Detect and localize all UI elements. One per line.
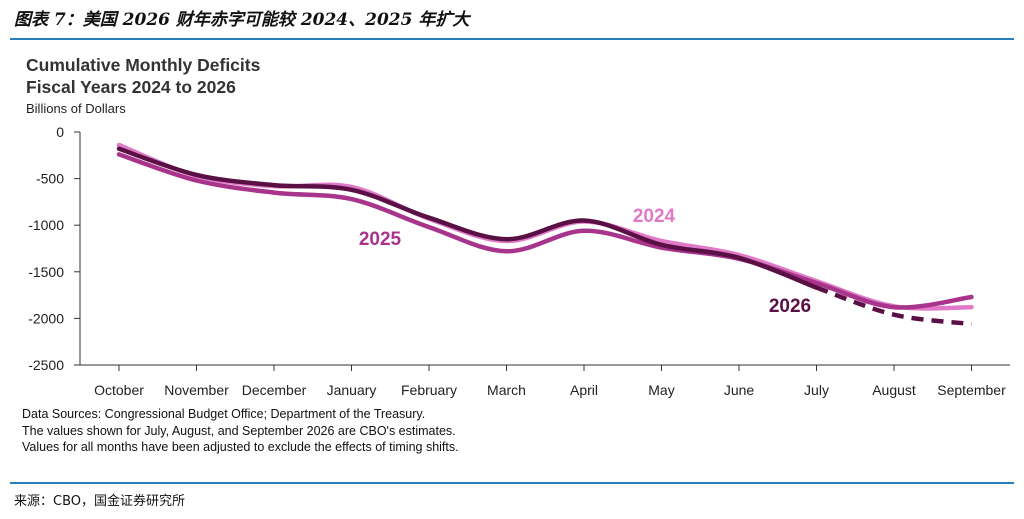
y-tick-label: -1000 xyxy=(28,217,64,233)
y-tick-label: -2000 xyxy=(28,310,64,326)
note-line-3: Values for all months have been adjusted… xyxy=(22,440,459,454)
x-tick-label: November xyxy=(164,382,229,398)
note-line-2: The values shown for July, August, and S… xyxy=(22,423,456,438)
series-label-2024: 2024 xyxy=(633,206,676,227)
bottom-divider xyxy=(10,482,1014,484)
x-tick-label: September xyxy=(937,382,1006,398)
y-axis-unit-label: Billions of Dollars xyxy=(26,101,126,116)
source-note: 来源：CBO，国金证券研究所 xyxy=(14,494,185,509)
chart-title-line-1: Cumulative Monthly Deficits xyxy=(26,55,261,75)
series-line-2024 xyxy=(116,142,974,311)
series-line-2026-estimate xyxy=(815,285,972,327)
chart-title-line-2: Fiscal Years 2024 to 2026 xyxy=(26,77,236,97)
x-tick-label: May xyxy=(648,382,674,398)
chart-notes: Data Sources: Congressional Budget Offic… xyxy=(22,406,459,456)
x-tick-label: January xyxy=(327,382,377,398)
x-tick-label: August xyxy=(872,382,916,398)
x-tick-label: February xyxy=(401,382,457,398)
y-tick-label: -500 xyxy=(36,171,64,187)
x-tick-label: March xyxy=(487,382,526,398)
x-tick-label: October xyxy=(94,382,144,398)
note-line-1: Data Sources: Congressional Budget Offic… xyxy=(22,407,426,421)
y-tick-label: -2500 xyxy=(28,357,64,373)
series-label-2025: 2025 xyxy=(359,229,402,250)
top-divider xyxy=(10,38,1014,40)
series-line-2026-actual xyxy=(116,146,819,290)
x-tick-label: April xyxy=(570,382,598,398)
y-tick-label: -1500 xyxy=(28,264,64,280)
y-tick-label: 0 xyxy=(56,124,64,140)
figure-caption: 图表 7：美国 2026 财年赤字可能较 2024、2025 年扩大 xyxy=(14,10,470,30)
chart-title: Cumulative Monthly Deficits Fiscal Years… xyxy=(26,54,526,98)
series-line-2025 xyxy=(116,152,974,310)
x-tick-label: June xyxy=(724,382,755,398)
series-label-2026: 2026 xyxy=(769,296,811,317)
x-tick-label: July xyxy=(804,382,829,398)
x-tick-label: December xyxy=(242,382,307,398)
